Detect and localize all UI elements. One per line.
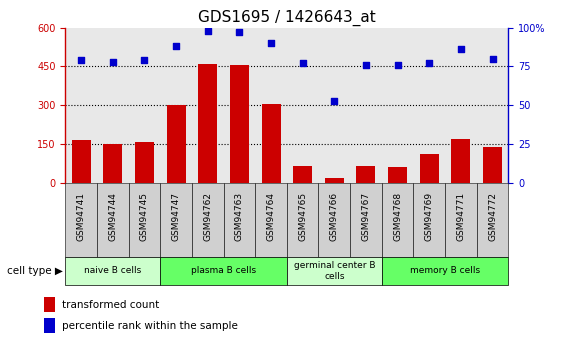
Point [140, 57, 149, 63]
Bar [230, 65, 249, 183]
Point [425, 61, 434, 66]
Text: cell type ▶: cell type ▶ [7, 266, 62, 276]
Bar [477, 183, 508, 257]
Point [456, 47, 465, 52]
Text: naive B cells: naive B cells [84, 266, 141, 275]
Text: GSM94763: GSM94763 [235, 192, 244, 241]
Bar [44, 318, 55, 333]
Point [203, 28, 212, 33]
Point [77, 57, 86, 63]
Point [266, 40, 275, 46]
Text: GSM94768: GSM94768 [393, 192, 402, 241]
Bar [192, 183, 224, 257]
Bar [128, 183, 160, 257]
Text: GSM94769: GSM94769 [425, 192, 434, 241]
Point [172, 43, 181, 49]
Bar [97, 183, 128, 257]
Bar [65, 257, 160, 285]
Bar [319, 183, 350, 257]
Text: GSM94766: GSM94766 [330, 192, 339, 241]
Bar [388, 167, 407, 183]
Point [330, 98, 339, 104]
Bar [382, 183, 414, 257]
Bar [452, 139, 470, 183]
Bar [382, 257, 508, 285]
Bar [287, 183, 319, 257]
Text: GSM94745: GSM94745 [140, 192, 149, 241]
Bar [483, 147, 502, 183]
Bar [160, 183, 192, 257]
Bar [72, 140, 91, 183]
Point [361, 62, 370, 68]
Point [235, 29, 244, 35]
Point [298, 61, 307, 66]
Bar [160, 257, 287, 285]
Bar [350, 183, 382, 257]
Text: GSM94762: GSM94762 [203, 192, 212, 241]
Bar [103, 144, 122, 183]
Text: GSM94771: GSM94771 [457, 192, 465, 241]
Point [488, 56, 497, 61]
Text: GSM94764: GSM94764 [266, 192, 275, 241]
Text: memory B cells: memory B cells [410, 266, 480, 275]
Text: GSM94765: GSM94765 [298, 192, 307, 241]
Bar [445, 183, 477, 257]
Text: percentile rank within the sample: percentile rank within the sample [61, 321, 237, 331]
Bar [287, 257, 382, 285]
Point [393, 62, 402, 68]
Bar [198, 64, 217, 183]
Text: GSM94741: GSM94741 [77, 192, 86, 241]
Bar [261, 104, 281, 183]
Point [108, 59, 118, 65]
Bar [293, 166, 312, 183]
Bar [224, 183, 255, 257]
Text: transformed count: transformed count [61, 300, 159, 310]
Bar [420, 155, 438, 183]
Text: GSM94772: GSM94772 [488, 192, 497, 241]
Bar [166, 105, 186, 183]
Text: GSM94744: GSM94744 [108, 192, 117, 240]
Bar [65, 183, 97, 257]
Title: GDS1695 / 1426643_at: GDS1695 / 1426643_at [198, 10, 375, 26]
Text: GSM94767: GSM94767 [361, 192, 370, 241]
Bar [135, 142, 154, 183]
Bar [44, 297, 55, 312]
Bar [414, 183, 445, 257]
Text: germinal center B
cells: germinal center B cells [294, 261, 375, 280]
Bar [357, 166, 375, 183]
Text: plasma B cells: plasma B cells [191, 266, 256, 275]
Text: GSM94747: GSM94747 [172, 192, 181, 241]
Bar [325, 178, 344, 183]
Bar [255, 183, 287, 257]
